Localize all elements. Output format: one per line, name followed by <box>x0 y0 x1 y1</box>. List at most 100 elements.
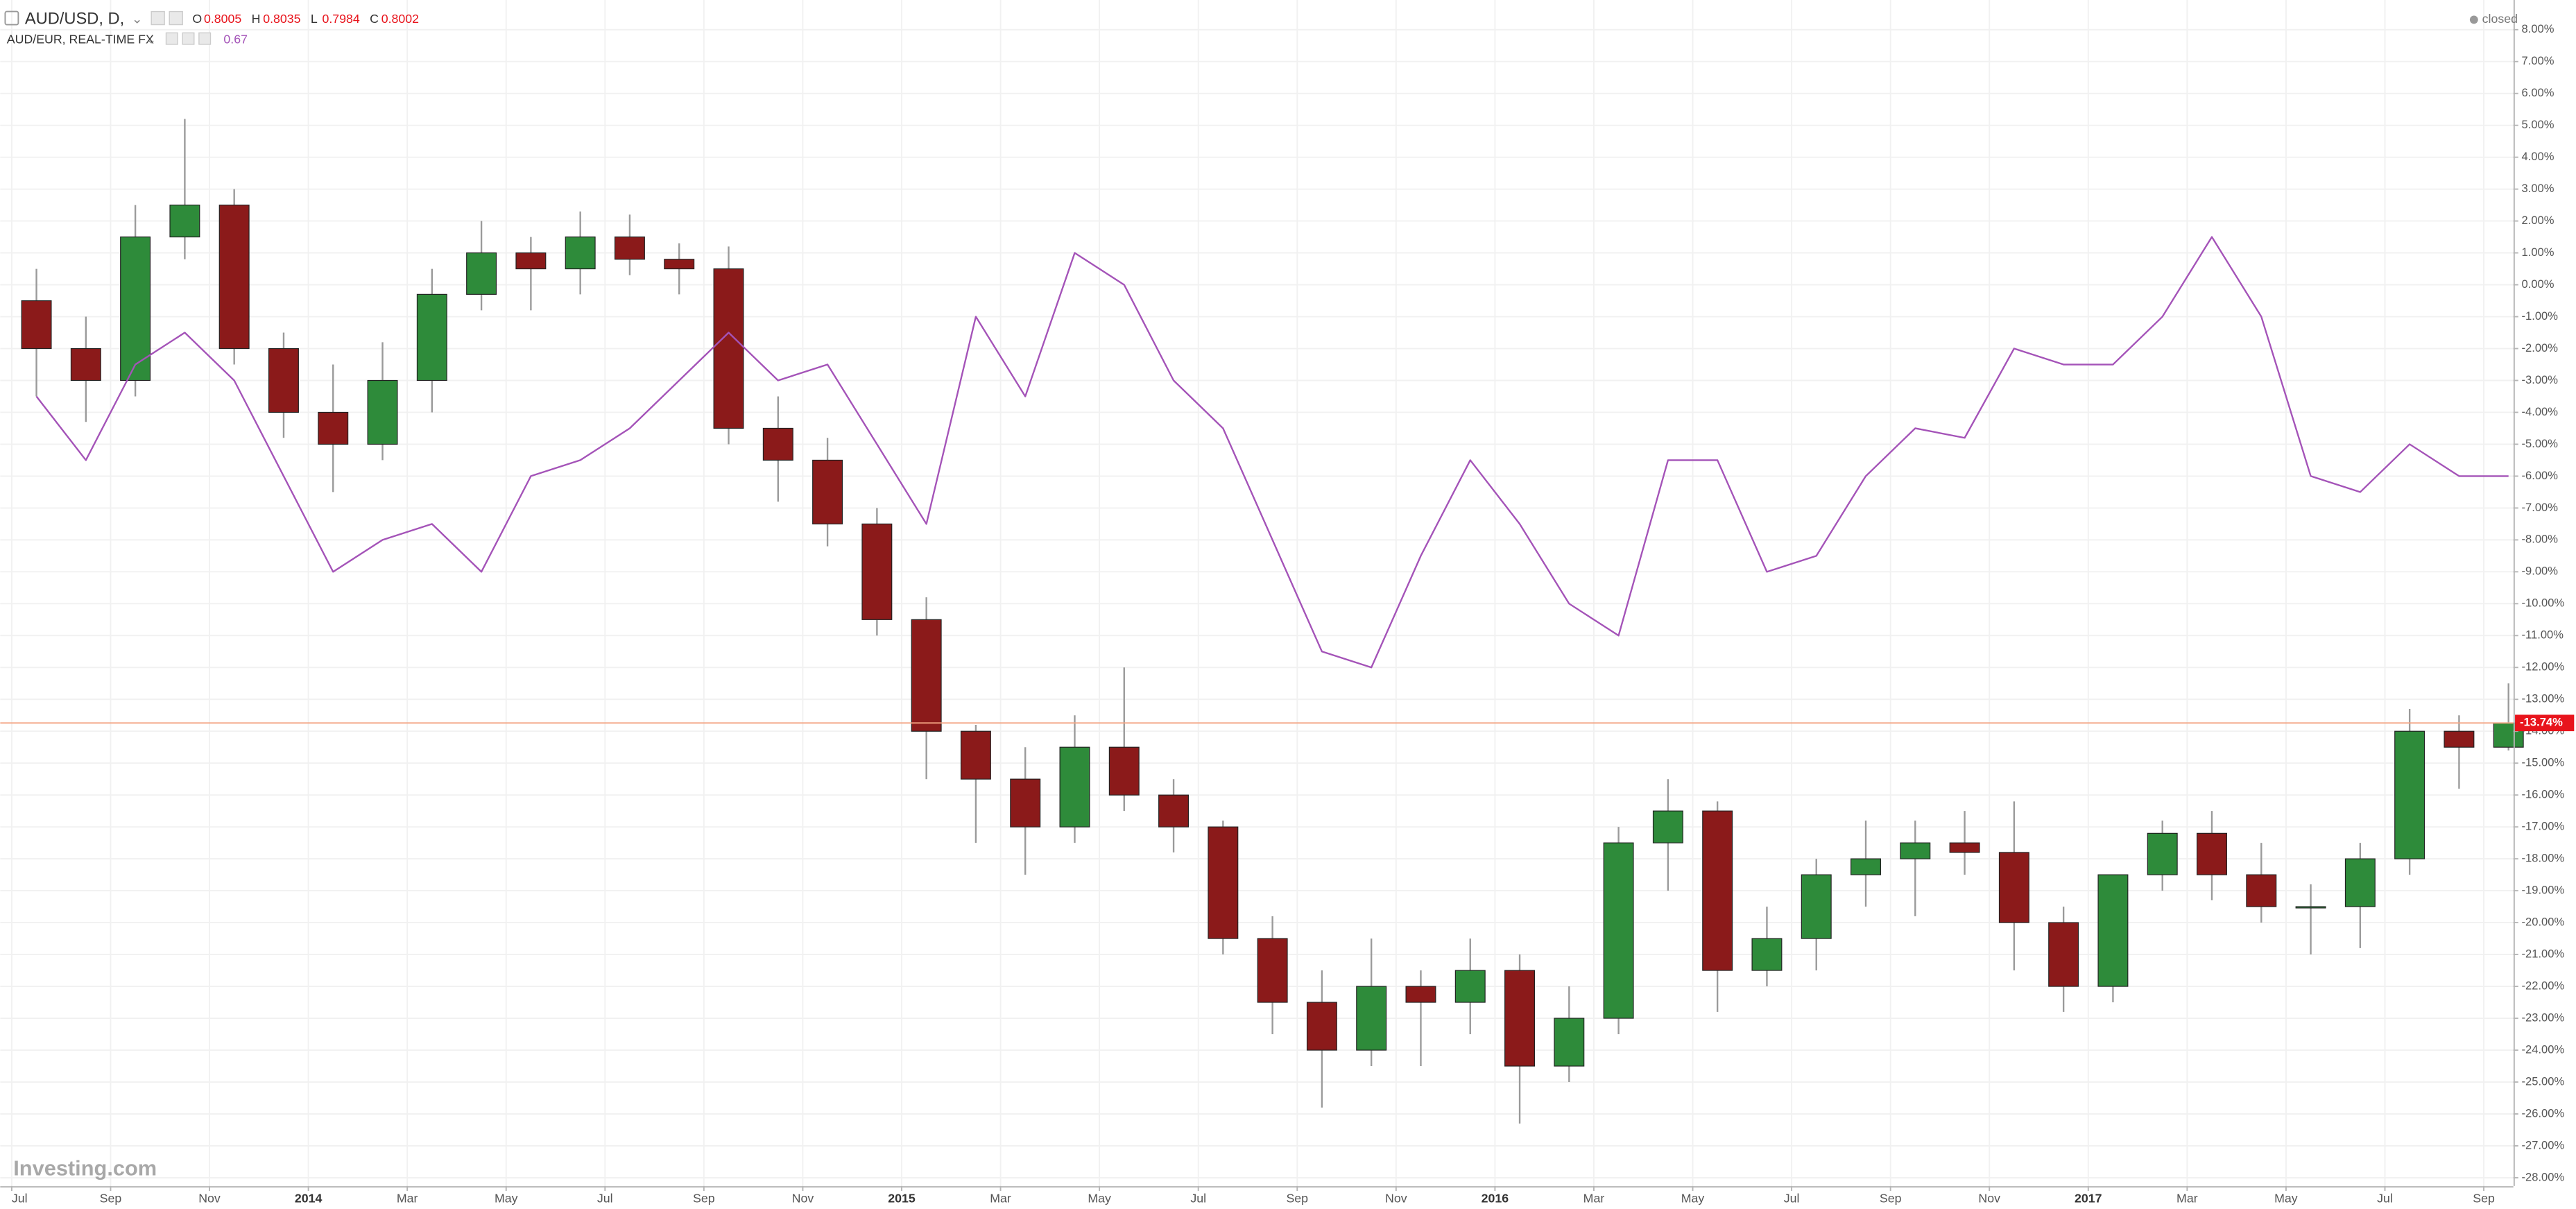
candle-body <box>1405 986 1436 1003</box>
y-tick-label: -7.00% <box>2522 501 2559 514</box>
x-tick-label: Jul <box>1190 1191 1206 1205</box>
ohlc-label: C <box>370 12 379 26</box>
y-tick-label: 0.00% <box>2522 277 2554 291</box>
candle-body <box>1257 938 1288 1003</box>
candle-body <box>1603 842 1634 1019</box>
remove-button[interactable] <box>198 32 212 45</box>
ohlc-value: 0.7984 <box>322 12 359 26</box>
y-tick-label: -20.00% <box>2522 915 2565 928</box>
candle-body <box>2197 832 2227 875</box>
ohlc-label: L <box>311 12 318 26</box>
x-tick-label: 2016 <box>1482 1191 1509 1205</box>
y-tick-label: 2.00% <box>2522 214 2554 227</box>
candle-body <box>318 411 349 445</box>
y-tick-label: -13.00% <box>2522 692 2565 705</box>
y-tick-label: -16.00% <box>2522 788 2565 801</box>
ohlc-value: 0.8002 <box>381 12 419 26</box>
status-dot <box>2469 15 2478 24</box>
ohlc-value: 0.8005 <box>204 12 241 26</box>
x-tick-label: Sep <box>1286 1191 1308 1205</box>
market-status: closed <box>2482 12 2518 26</box>
x-tick-label: Sep <box>693 1191 715 1205</box>
candle-body <box>812 459 843 524</box>
y-tick-label: -25.00% <box>2522 1074 2565 1088</box>
x-tick-label: Sep <box>2473 1191 2495 1205</box>
candle-body <box>1306 1002 1337 1051</box>
ohlc-value: 0.8035 <box>263 12 300 26</box>
y-tick-label: -24.00% <box>2522 1043 2565 1056</box>
candle-body <box>2394 730 2425 859</box>
y-tick-label: 8.00% <box>2522 22 2554 35</box>
axes: 8.00% 7.00% 6.00% 5.00% 4.00% 3.00% 2.00% 1.00%… <box>10 22 2575 1205</box>
candle-body <box>1702 810 1733 971</box>
x-tick-label: Jul <box>597 1191 613 1205</box>
x-tick-label: Sep <box>1880 1191 1902 1205</box>
x-tick-label: 2015 <box>888 1191 916 1205</box>
visibility-button[interactable] <box>169 10 183 26</box>
collapse-icon[interactable] <box>4 10 19 26</box>
candle-body <box>2246 874 2277 907</box>
compare-value: 0.67 <box>223 33 248 46</box>
dropdown-caret[interactable]: ⌄ <box>132 12 143 26</box>
y-tick-label: -26.00% <box>2522 1106 2565 1120</box>
candle-body <box>565 237 596 270</box>
candle-body <box>1652 810 1683 843</box>
ohlc-label: H <box>252 12 261 26</box>
x-tick-label: Jul <box>1784 1191 1800 1205</box>
y-tick-label: 1.00% <box>2522 246 2554 259</box>
last-price-label: -13.74% <box>2520 716 2563 729</box>
y-tick-label: 7.00% <box>2522 54 2554 67</box>
y-tick-label: -27.00% <box>2522 1138 2565 1151</box>
x-tick-label: Nov <box>792 1191 814 1205</box>
visibility-button[interactable] <box>182 32 195 45</box>
candle-body <box>21 300 52 350</box>
x-tick-label: Mar <box>1583 1191 1605 1205</box>
candle-body <box>1949 842 1980 853</box>
candle-body <box>2444 730 2475 748</box>
y-tick-label: -8.00% <box>2522 533 2559 546</box>
y-tick-label: 6.00% <box>2522 86 2554 99</box>
x-tick-label: 2017 <box>2075 1191 2102 1205</box>
candle-body <box>1554 1018 1585 1067</box>
x-tick-label: Sep <box>100 1191 122 1205</box>
candle-body <box>1851 858 1881 875</box>
y-tick-label: -18.00% <box>2522 852 2565 865</box>
legend-compare-name: AUD/EUR, REAL-TIME FX <box>7 33 154 46</box>
candle-body <box>218 205 250 350</box>
candle-body <box>120 237 151 381</box>
candle-body <box>960 730 991 780</box>
candle-body <box>367 379 398 445</box>
candle-body <box>1108 746 1140 796</box>
x-tick-label: May <box>2274 1191 2298 1205</box>
y-tick-label: -23.00% <box>2522 1011 2565 1024</box>
candle-body <box>1900 842 1931 859</box>
candle-body <box>1454 970 1486 1003</box>
x-tick-label: Nov <box>198 1191 221 1205</box>
compare-line <box>35 236 2509 669</box>
legend-series-name: AUD/USD, D, <box>25 10 124 28</box>
y-tick-label: -21.00% <box>2522 947 2565 960</box>
y-tick-label: -9.00% <box>2522 565 2559 578</box>
ohlc-label: O <box>192 12 202 26</box>
candle-body <box>515 252 547 270</box>
candle-body <box>2147 832 2178 875</box>
y-tick-label: -17.00% <box>2522 820 2565 833</box>
x-tick-label: May <box>1088 1191 1111 1205</box>
watermark: Investing.com <box>13 1156 157 1180</box>
y-tick-label: -2.00% <box>2522 341 2559 354</box>
dropdown-caret[interactable]: ⌄ <box>146 33 156 46</box>
candle-body <box>1356 986 1387 1051</box>
candle-body <box>1801 874 1832 939</box>
candle-body <box>1208 826 1239 939</box>
x-tick-label: Jul <box>12 1191 28 1205</box>
candle-body <box>1504 970 1536 1067</box>
last-price-tag <box>2515 714 2575 732</box>
settings-button[interactable] <box>151 10 165 26</box>
settings-button[interactable] <box>165 32 178 45</box>
y-tick-label: -12.00% <box>2522 660 2565 674</box>
candle-body <box>466 252 497 295</box>
y-tick-label: -10.00% <box>2522 597 2565 610</box>
candle-body <box>2295 906 2326 909</box>
